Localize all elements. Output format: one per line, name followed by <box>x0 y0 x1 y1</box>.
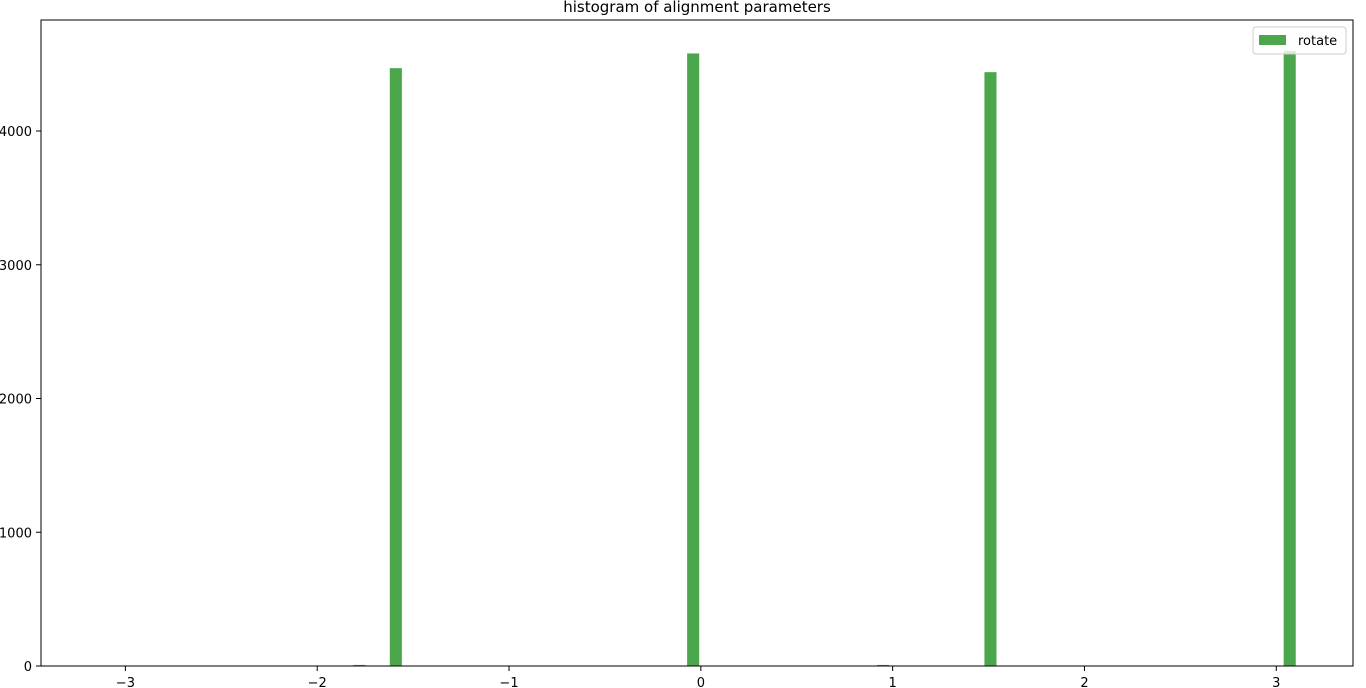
y-tick-label: 3000 <box>0 259 32 274</box>
bars-layer <box>353 50 1296 666</box>
y-tick-label: 2000 <box>0 393 32 408</box>
x-axis: −3 −2 −1 0 1 2 3 <box>116 666 1280 688</box>
histogram-bar <box>353 664 366 666</box>
chart-title: histogram of alignment parameters <box>563 0 831 16</box>
histogram-bar <box>877 664 890 666</box>
histogram-bar <box>389 68 402 666</box>
legend-swatch <box>1259 35 1286 45</box>
x-tick-label: 1 <box>889 676 897 688</box>
y-axis: 0 1000 2000 3000 4000 <box>0 125 41 675</box>
plot-area-frame <box>40 19 1354 667</box>
x-tick-label: 0 <box>697 676 705 688</box>
legend-box <box>1252 26 1347 55</box>
histogram-bar <box>1283 50 1296 666</box>
x-tick-label: −3 <box>116 676 135 688</box>
x-tick-label: −2 <box>308 676 327 688</box>
x-tick-label: −1 <box>499 676 518 688</box>
y-tick-label: 0 <box>24 660 32 675</box>
x-tick-label: 2 <box>1080 676 1088 688</box>
legend-label: rotate <box>1298 34 1337 49</box>
y-tick-label: 4000 <box>0 125 32 140</box>
x-tick-label: 3 <box>1272 676 1280 688</box>
histogram-bar <box>687 53 700 666</box>
y-tick-label: 1000 <box>0 526 32 541</box>
histogram-bar <box>984 72 997 666</box>
legend: rotate <box>1252 26 1347 55</box>
